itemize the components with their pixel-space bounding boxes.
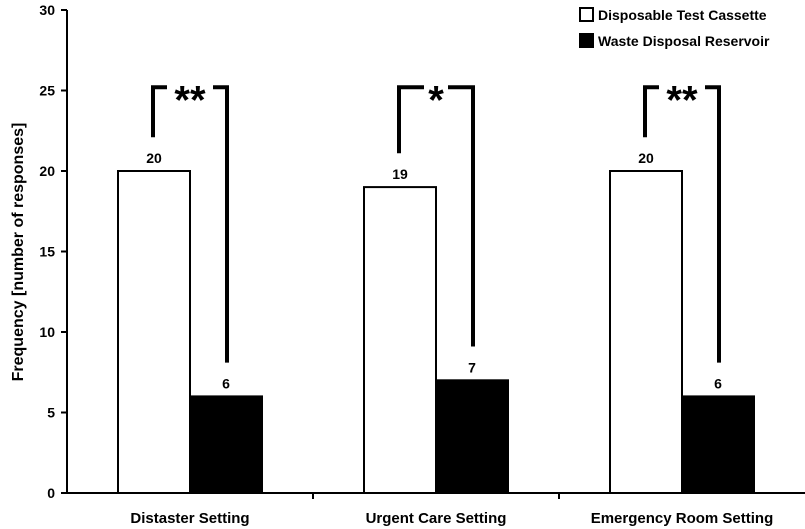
data-label-disposable-test-cassette-emergency-room-setting: 20 xyxy=(638,150,654,166)
significance-label-distaster-setting: ** xyxy=(174,78,206,122)
legend-swatch-waste-disposal-reservoir xyxy=(579,33,594,48)
data-label-waste-disposal-reservoir-distaster-setting: 6 xyxy=(222,375,230,391)
y-tick-label: 0 xyxy=(47,485,55,501)
legend-swatch-disposable-test-cassette xyxy=(579,7,594,22)
significance-label-bg xyxy=(659,81,705,94)
data-label-waste-disposal-reservoir-emergency-room-setting: 6 xyxy=(714,375,722,391)
x-category-label-distaster-setting: Distaster Setting xyxy=(130,510,249,527)
bar-waste-disposal-reservoir-urgent-care-setting xyxy=(435,379,509,494)
legend-label-disposable-test-cassette: Disposable Test Cassette xyxy=(598,7,767,23)
data-label-waste-disposal-reservoir-urgent-care-setting: 7 xyxy=(468,359,476,375)
significance-label-bg xyxy=(424,81,448,94)
legend: Disposable Test Cassette Waste Disposal … xyxy=(579,7,770,49)
significance-label-bg xyxy=(167,81,213,94)
data-label-disposable-test-cassette-urgent-care-setting: 19 xyxy=(392,166,408,182)
significance-label-urgent-care-setting: * xyxy=(428,78,444,122)
significance-label-emergency-room-setting: ** xyxy=(666,78,698,122)
bar-disposable-test-cassette-urgent-care-setting xyxy=(363,186,437,494)
plot-area: 0 5 10 15 20 25 30 Distaster Setting 20 6 ** Urgent… xyxy=(39,2,805,527)
y-tick-label: 10 xyxy=(39,324,55,340)
y-tick-label: 20 xyxy=(39,163,55,179)
bar-disposable-test-cassette-emergency-room-setting xyxy=(609,170,683,494)
bar-waste-disposal-reservoir-emergency-room-setting xyxy=(681,395,755,494)
x-category-label-emergency-room-setting: Emergency Room Setting xyxy=(591,510,774,527)
y-tick-label: 25 xyxy=(39,83,55,99)
bar-waste-disposal-reservoir-distaster-setting xyxy=(189,395,263,494)
y-tick-label: 5 xyxy=(47,405,55,421)
data-label-disposable-test-cassette-distaster-setting: 20 xyxy=(146,150,162,166)
x-category-label-urgent-care-setting: Urgent Care Setting xyxy=(366,510,507,527)
bar-disposable-test-cassette-distaster-setting xyxy=(117,170,191,494)
y-axis-label: Frequency [number of responses] xyxy=(10,123,27,382)
y-tick-label: 15 xyxy=(39,244,55,260)
y-tick-label: 30 xyxy=(39,2,55,18)
legend-label-waste-disposal-reservoir: Waste Disposal Reservoir xyxy=(598,33,770,49)
